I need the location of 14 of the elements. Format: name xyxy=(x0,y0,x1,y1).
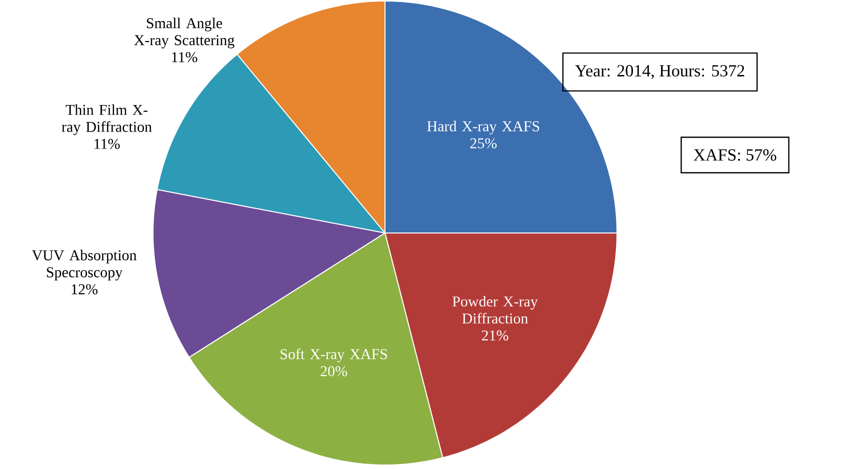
text: XAFS: 57% xyxy=(694,149,776,161)
slice-label: Small Angle X-ray Scattering xyxy=(134,18,234,48)
data-label: 11% xyxy=(94,138,120,150)
slice-label: Thin Film X-ray Diffraction xyxy=(62,104,152,136)
slice-label: Powder X-ray Diffraction xyxy=(452,296,538,324)
data-label: 21% xyxy=(482,330,508,341)
data-label: 11% xyxy=(172,52,198,62)
slice-label: VUV Absorption Specroscopy xyxy=(32,250,137,280)
text: Year: 2014, Hours: 5372 xyxy=(575,65,744,79)
slice-label: Hard X-ray XAFS xyxy=(427,120,540,134)
data-label: 20% xyxy=(320,366,348,376)
data-label: 25% xyxy=(470,138,497,148)
data-label: 12% xyxy=(72,284,98,294)
slice-label: Soft X-ray XAFS xyxy=(280,348,388,362)
